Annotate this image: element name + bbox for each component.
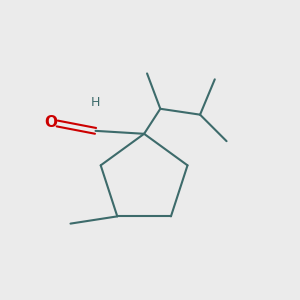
Text: O: O xyxy=(44,115,57,130)
Text: H: H xyxy=(91,96,100,110)
